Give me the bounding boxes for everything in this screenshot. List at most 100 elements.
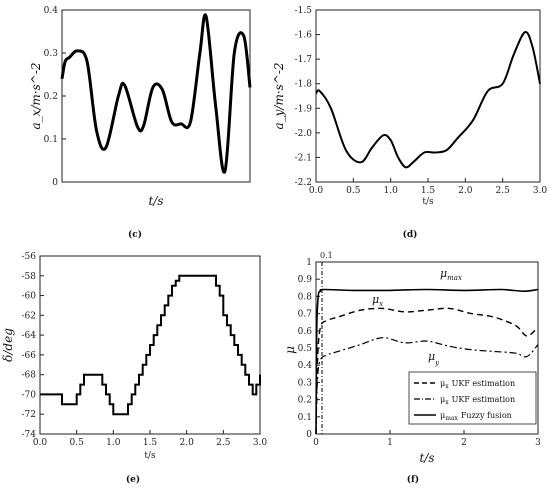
y-tick-label-c: 0.2 bbox=[44, 92, 58, 102]
caption-e: (e) bbox=[126, 474, 140, 485]
y-tick-label-e: -62 bbox=[22, 311, 37, 321]
y-tick-label-c: 0.4 bbox=[44, 6, 59, 16]
x-tick-label-f: 2 bbox=[461, 438, 467, 448]
y-tick-label-f: 0.8 bbox=[298, 292, 313, 302]
legend-entry-2-sub: x bbox=[445, 399, 449, 406]
panel-f: 00.10.20.30.40.50.60.70.80.910 1 2 3 0.1 μm… bbox=[283, 251, 541, 485]
y-tick-label-f: 0.5 bbox=[298, 344, 313, 354]
x-tick-label-e: 2.0 bbox=[180, 438, 195, 448]
y-tick-label-d: -1.8 bbox=[295, 80, 313, 90]
y-tick-label-c: 0 bbox=[52, 178, 58, 188]
series-label-mu-y-sub: y bbox=[434, 359, 440, 367]
annotation-label: 0.1 bbox=[320, 251, 333, 260]
caption-d: (d) bbox=[403, 229, 418, 240]
caption-f: (f) bbox=[407, 474, 419, 485]
y-tick-label-f: 0.7 bbox=[298, 310, 313, 320]
y-tick-label-f: 0.1 bbox=[298, 413, 312, 423]
caption-e-text: (e) bbox=[126, 474, 140, 485]
y-tick-label-e: -70 bbox=[22, 390, 37, 400]
y-tick-label-f: 0.6 bbox=[298, 327, 313, 337]
y-tick-label-e: -72 bbox=[22, 410, 37, 420]
x-tick-label-e: 3.0 bbox=[253, 438, 268, 448]
caption-f-text: (f) bbox=[407, 474, 419, 485]
panel-e: -56 -58 -60 -62 -64 -66 -68 -70 -72 -740.0 0.5 1.0 1… bbox=[1, 252, 267, 485]
x-tick-label-f: 1 bbox=[387, 438, 393, 448]
y-tick-label-f: 0.3 bbox=[298, 378, 313, 388]
y-tick-label-f: 0.2 bbox=[298, 396, 312, 406]
legend-f: μx UKF estimation μx UKF estimation μmax Fu… bbox=[408, 371, 537, 425]
y-tick-label-e: -74 bbox=[22, 430, 37, 440]
x-axis-label-e-text: t/s bbox=[144, 451, 156, 461]
x-tick-label-e: 2.5 bbox=[216, 438, 231, 448]
x-axis-label-c-text: t/s bbox=[148, 194, 163, 208]
legend-entry-1: μx UKF estimation bbox=[440, 379, 515, 390]
y-tick-label-c: 0.1 bbox=[44, 135, 58, 145]
series-line-mu-y bbox=[315, 337, 539, 435]
annotation-label-text: 0.1 bbox=[320, 251, 333, 260]
x-axis-label-d-text: t/s bbox=[422, 197, 434, 207]
y-tick-label-e: -68 bbox=[22, 371, 37, 381]
series-line-d bbox=[315, 31, 541, 169]
x-axis-label-f: t/s bbox=[419, 451, 434, 465]
x-axis-label-f-text: t/s bbox=[419, 451, 434, 465]
y-tick-label-d: -1.6 bbox=[295, 31, 313, 41]
y-axis-label-e: δ/deg bbox=[1, 328, 15, 362]
x-tick-label-e: 1.0 bbox=[106, 438, 121, 448]
caption-c: (c) bbox=[128, 229, 142, 240]
y-tick-label-d: -2.2 bbox=[295, 178, 312, 188]
panel-d: -1.5 -1.6 -1.7 -1.8 -1.9 -2.0 -2.1 -2.20.0 0.5 1.… bbox=[272, 6, 547, 240]
legend-entry-3-sub: max bbox=[445, 415, 458, 422]
series-line-mu-max bbox=[315, 288, 539, 435]
x-tick-label-e: 0.0 bbox=[33, 438, 48, 448]
y-tick-label-e: -58 bbox=[22, 272, 37, 282]
y-tick-label-d: -2.1 bbox=[295, 153, 312, 163]
y-tick-label-d: -2.0 bbox=[295, 129, 313, 139]
series-label-mu-max: μmax bbox=[440, 267, 462, 282]
y-axis-label-d-text: a_y/m·s^-2 bbox=[272, 62, 286, 129]
x-tick-label-d: 1.0 bbox=[384, 186, 399, 196]
caption-d-text: (d) bbox=[403, 229, 418, 240]
y-axis-label-f-text: μ bbox=[283, 346, 297, 354]
y-tick-label-e: -64 bbox=[22, 331, 37, 341]
y-axis-label-c: a_x/m·s^-2 bbox=[29, 62, 43, 129]
series-label-mu-x: μx bbox=[372, 293, 383, 308]
series-line-mu-x bbox=[315, 307, 539, 435]
y-tick-label-d: -1.5 bbox=[295, 6, 313, 16]
x-axis-label-e: t/s bbox=[144, 451, 156, 461]
x-tick-label-f: 0 bbox=[313, 438, 319, 448]
y-tick-label-d: -1.7 bbox=[295, 55, 313, 65]
y-tick-label-f: 0.9 bbox=[298, 275, 313, 285]
legend-entry-2-text: UKF estimation bbox=[452, 395, 516, 404]
panel-c: 0 0.1 0.2 0.3 0.4 t/s a_x/m·s^-2 (c) bbox=[29, 6, 252, 240]
y-tick-label-f: 1 bbox=[306, 258, 312, 268]
series-line-c bbox=[60, 13, 252, 174]
x-tick-label-e: 0.5 bbox=[70, 438, 85, 448]
legend-entry-3-text: Fuzzy fusion bbox=[461, 411, 512, 420]
x-tick-label-d: 1.5 bbox=[421, 186, 436, 196]
y-axis-label-f: μ bbox=[283, 346, 297, 354]
y-tick-label-e: -66 bbox=[22, 351, 37, 361]
y-tick-label-e: -56 bbox=[22, 252, 37, 262]
y-axis-label-d: a_y/m·s^-2 bbox=[272, 62, 286, 129]
y-tick-label-f: 0.4 bbox=[298, 361, 313, 371]
x-axis-label-c: t/s bbox=[148, 194, 163, 208]
y-axis-label-c-text: a_x/m·s^-2 bbox=[29, 62, 43, 129]
caption-c-text: (c) bbox=[128, 229, 142, 240]
series-label-mu-y: μy bbox=[428, 350, 440, 367]
legend-entry-1-sub: x bbox=[445, 383, 449, 390]
x-tick-label-d: 2.5 bbox=[496, 186, 511, 196]
series-label-mu-x-sub: x bbox=[379, 300, 383, 308]
x-tick-label-d: 3.0 bbox=[533, 186, 548, 196]
series-label-mu-max-sub: max bbox=[447, 274, 462, 282]
y-tick-label-c: 0.3 bbox=[44, 49, 59, 59]
legend-entry-1-text: UKF estimation bbox=[452, 379, 516, 388]
x-tick-label-d: 2.0 bbox=[458, 186, 473, 196]
series-line-e bbox=[40, 274, 261, 416]
x-tick-label-d: 0.0 bbox=[309, 186, 324, 196]
y-tick-label-f: 0 bbox=[306, 430, 312, 440]
y-axis-label-e-text: δ/deg bbox=[1, 328, 15, 362]
x-tick-label-d: 0.5 bbox=[346, 186, 361, 196]
x-axis-label-d: t/s bbox=[422, 197, 434, 207]
y-tick-label-d: -1.9 bbox=[295, 104, 313, 114]
